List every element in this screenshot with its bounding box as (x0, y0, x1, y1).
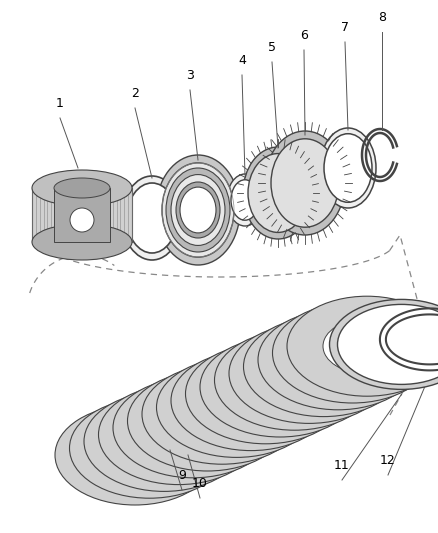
Ellipse shape (171, 175, 225, 245)
Text: 7: 7 (341, 21, 349, 34)
Ellipse shape (324, 134, 372, 203)
Ellipse shape (243, 147, 313, 239)
Text: 4: 4 (238, 54, 246, 67)
Ellipse shape (251, 353, 339, 408)
Ellipse shape (265, 131, 345, 235)
Ellipse shape (32, 224, 132, 260)
Ellipse shape (55, 405, 215, 505)
Ellipse shape (99, 385, 258, 484)
Ellipse shape (84, 391, 244, 491)
Ellipse shape (338, 304, 438, 384)
Text: 9: 9 (178, 469, 186, 482)
Ellipse shape (186, 344, 346, 444)
Polygon shape (32, 188, 132, 242)
Ellipse shape (308, 326, 396, 381)
Ellipse shape (329, 300, 438, 390)
Ellipse shape (70, 398, 230, 498)
Text: 10: 10 (192, 477, 208, 490)
Text: 3: 3 (186, 69, 194, 82)
Ellipse shape (265, 346, 353, 401)
Ellipse shape (127, 183, 177, 253)
Ellipse shape (227, 174, 263, 226)
Ellipse shape (192, 380, 280, 435)
Ellipse shape (127, 371, 287, 471)
Ellipse shape (320, 128, 376, 208)
Ellipse shape (156, 358, 317, 457)
Ellipse shape (229, 324, 389, 423)
Ellipse shape (32, 170, 132, 206)
Ellipse shape (106, 421, 194, 475)
Ellipse shape (142, 364, 302, 464)
Text: 6: 6 (300, 29, 308, 42)
Ellipse shape (207, 373, 295, 428)
Ellipse shape (54, 178, 110, 198)
Ellipse shape (294, 332, 382, 387)
Polygon shape (54, 188, 110, 242)
Ellipse shape (163, 393, 251, 448)
Ellipse shape (149, 400, 237, 455)
Ellipse shape (236, 359, 324, 415)
Ellipse shape (156, 155, 240, 265)
Ellipse shape (166, 168, 230, 252)
Ellipse shape (272, 303, 432, 403)
Ellipse shape (287, 296, 438, 396)
Ellipse shape (178, 387, 266, 442)
Ellipse shape (113, 378, 273, 478)
Text: 1: 1 (56, 97, 64, 110)
Ellipse shape (176, 182, 220, 238)
Text: 5: 5 (268, 41, 276, 54)
Text: 8: 8 (378, 11, 386, 24)
Ellipse shape (279, 339, 367, 394)
Ellipse shape (271, 139, 339, 227)
Ellipse shape (180, 187, 216, 233)
Text: 12: 12 (380, 454, 396, 467)
Ellipse shape (70, 208, 94, 232)
Ellipse shape (258, 310, 418, 410)
Ellipse shape (134, 407, 223, 462)
Text: 11: 11 (334, 459, 350, 472)
Ellipse shape (171, 351, 331, 450)
Ellipse shape (122, 176, 182, 260)
Ellipse shape (244, 317, 403, 417)
Ellipse shape (120, 414, 208, 469)
Ellipse shape (248, 154, 308, 232)
Ellipse shape (215, 330, 374, 430)
Ellipse shape (162, 163, 234, 257)
Ellipse shape (323, 319, 411, 374)
Ellipse shape (200, 337, 360, 437)
Ellipse shape (231, 180, 259, 220)
Ellipse shape (222, 366, 310, 421)
Text: 2: 2 (131, 87, 139, 100)
Ellipse shape (91, 427, 179, 482)
